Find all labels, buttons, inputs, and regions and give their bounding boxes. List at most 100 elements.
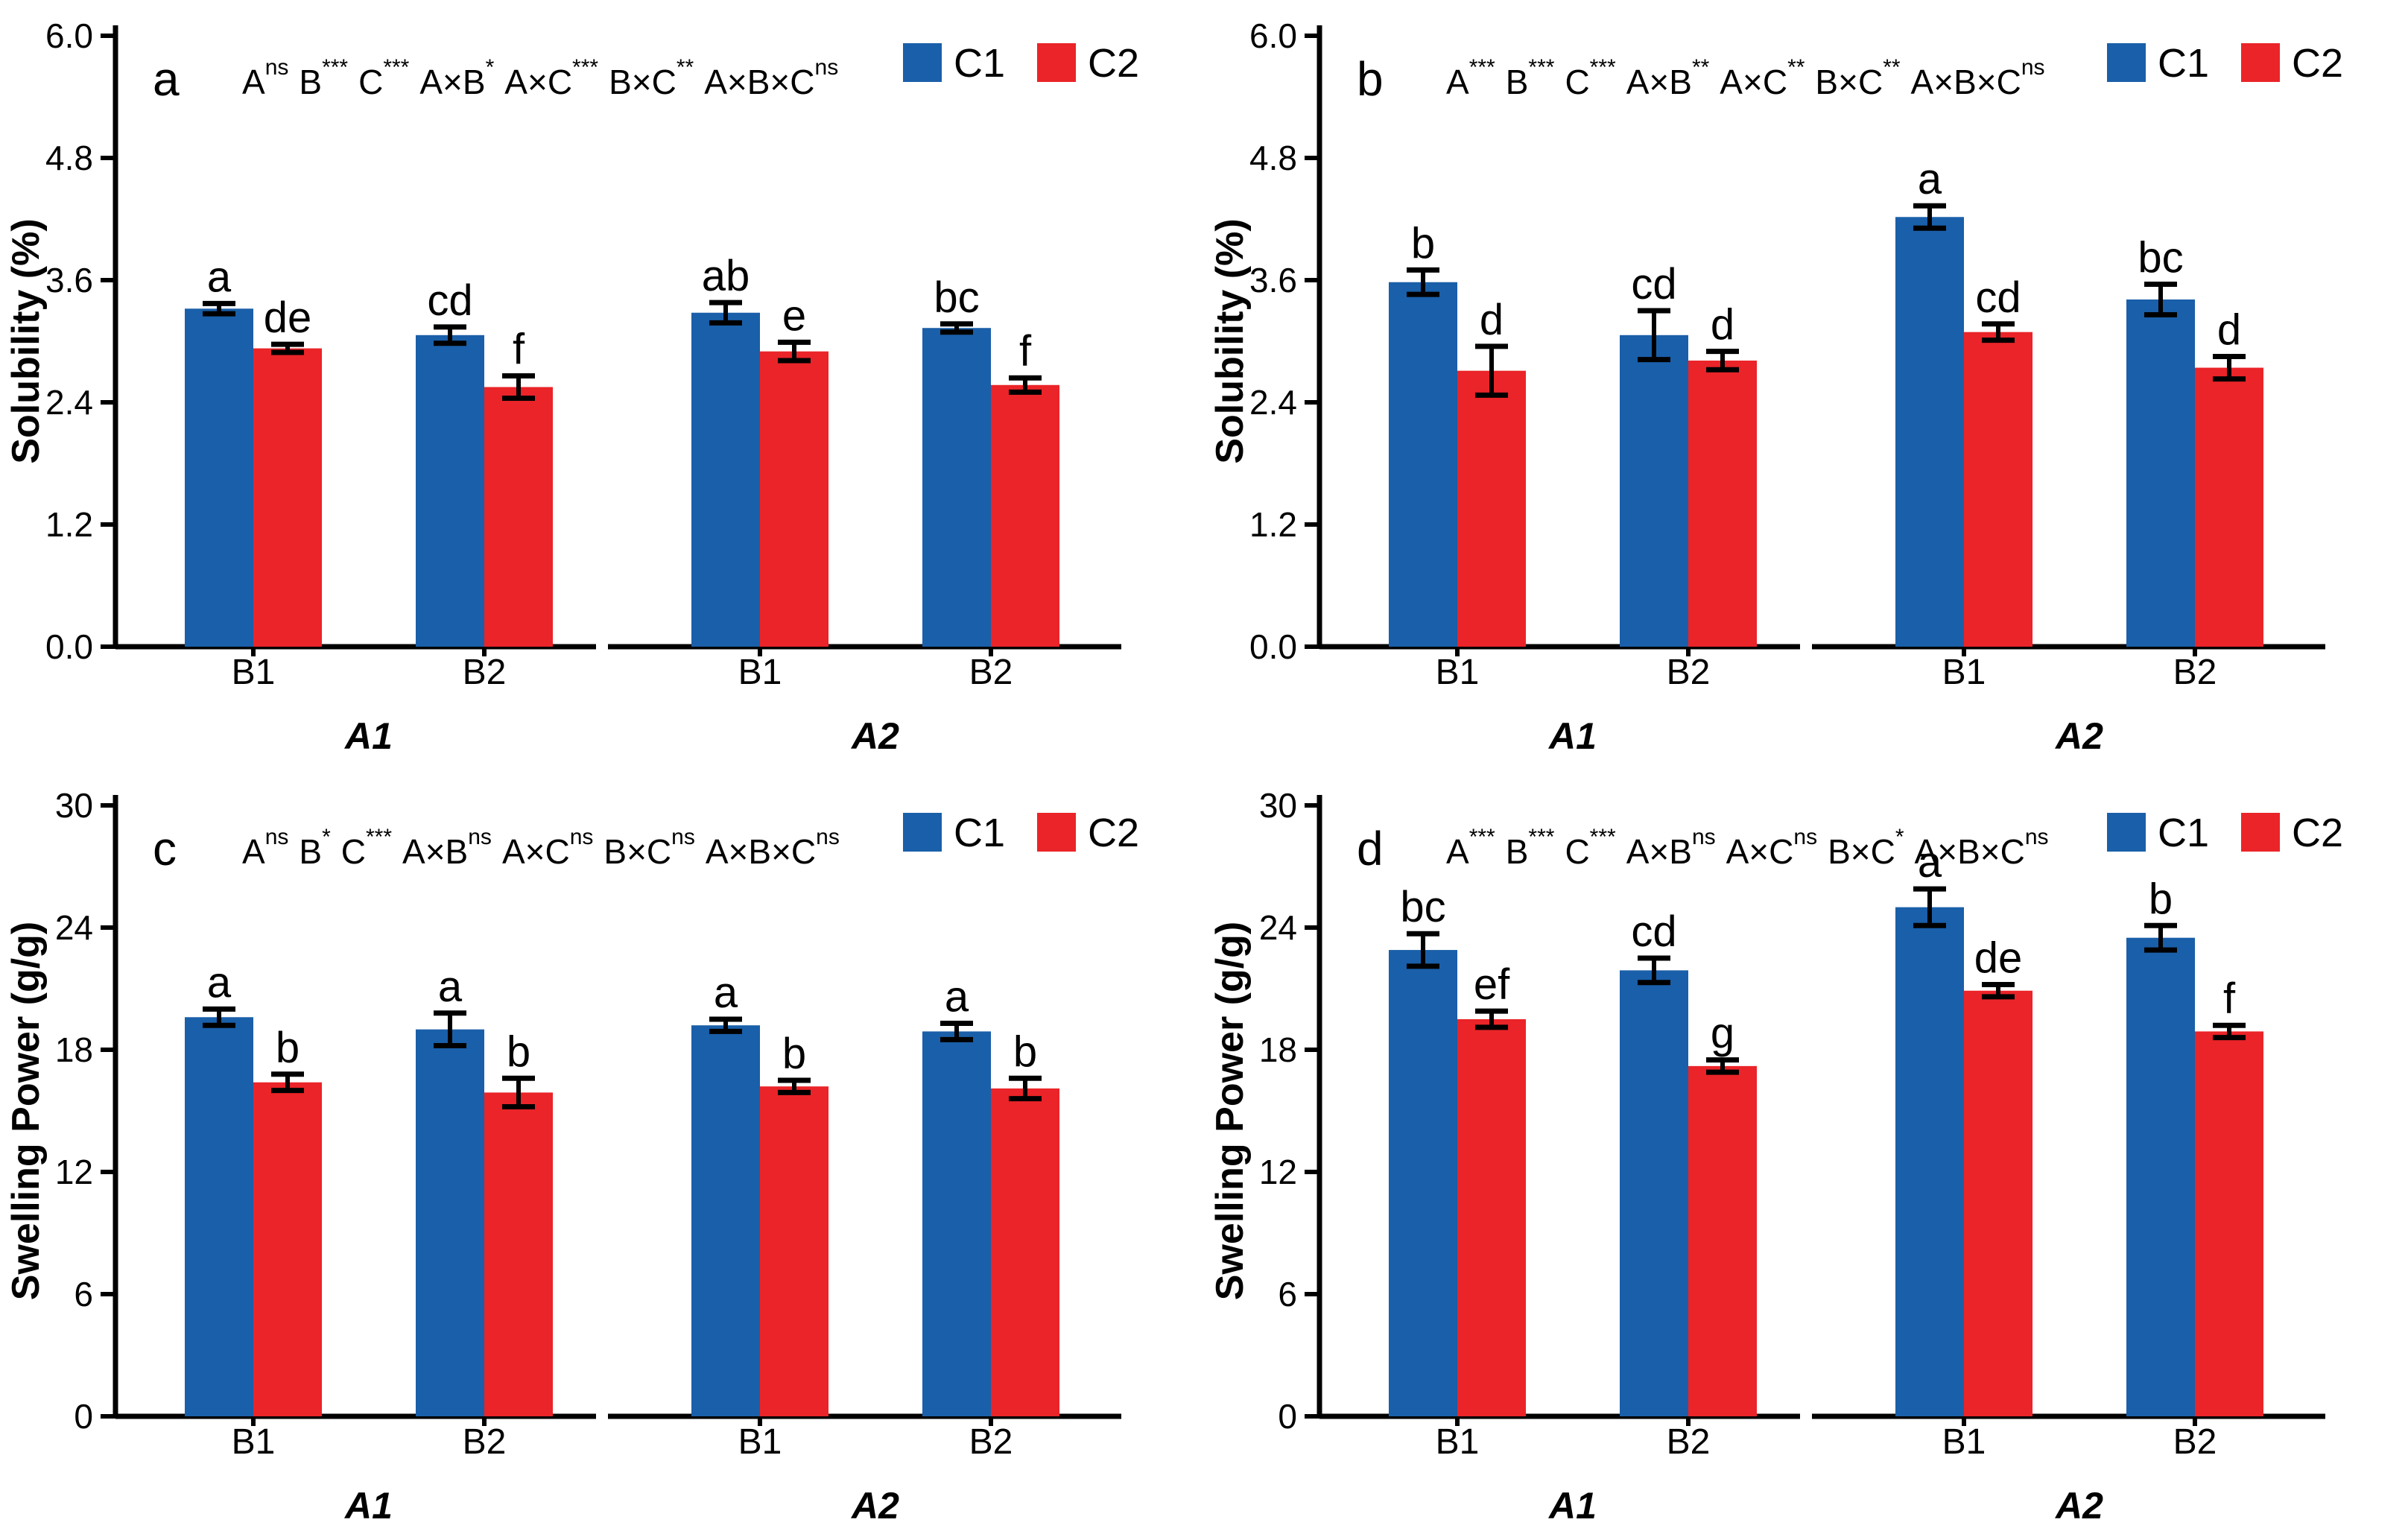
sig-letter: b xyxy=(1013,1027,1037,1076)
y-tick-label: 4.8 xyxy=(1249,139,1297,177)
x-label-b2: B2 xyxy=(1667,1422,1711,1462)
y-tick-label: 6.0 xyxy=(45,16,93,55)
legend-swatch-c1 xyxy=(903,43,942,82)
panel-a: 0.0 1.2 2.4 3.6 4.8 6.0 Solubility (%) a Ans B***… xyxy=(0,0,1204,770)
y-tick-label: 0 xyxy=(74,1397,93,1436)
bar-c2-a1-b1 xyxy=(1457,1019,1526,1416)
sig-letter: de xyxy=(264,294,312,342)
x-label-b1: B1 xyxy=(738,653,782,692)
stats-annotation: Ans B* C*** A×Bns A×Cns B×Cns A×B×Cns xyxy=(242,825,840,871)
sig-letter: a xyxy=(438,963,463,1011)
x-label-b2: B2 xyxy=(969,653,1013,692)
bar-c1-a2-b2 xyxy=(2126,937,2195,1416)
sig-letter: f xyxy=(2223,975,2236,1023)
y-tick-label: 24 xyxy=(1259,908,1297,947)
group-label-a2: A2 xyxy=(2054,1485,2103,1527)
y-tick-label: 0.0 xyxy=(45,627,93,666)
panel-letter: b xyxy=(1357,52,1384,106)
sig-letter: d xyxy=(1711,301,1734,349)
legend-label-c2: C2 xyxy=(1088,811,1139,855)
sig-letter: a xyxy=(1918,155,1942,203)
bar-c1-a2-b1 xyxy=(691,1025,760,1416)
y-tick-label: 3.6 xyxy=(1249,261,1297,300)
sig-letter: b xyxy=(276,1024,300,1072)
group-label-a2: A2 xyxy=(850,1485,899,1527)
y-tick-label: 30 xyxy=(55,786,93,825)
x-label-b2: B2 xyxy=(1667,653,1711,692)
group-label-a2: A2 xyxy=(850,715,899,757)
bar-c1-a1-b1 xyxy=(1389,282,1457,647)
bar-c2-a2-b1 xyxy=(760,351,828,647)
bar-c1-a1-b1 xyxy=(185,1017,253,1416)
panel-c: 0 6 12 18 24 30 Swelling Power (g/g) c Ans B* C***… xyxy=(0,770,1204,1539)
bar-c2-a2-b1 xyxy=(760,1086,828,1416)
bar-c1-a1-b2 xyxy=(1620,335,1688,647)
sig-letter: f xyxy=(1019,327,1032,376)
sig-letter: cd xyxy=(1631,260,1676,308)
panel-letter: c xyxy=(153,822,177,875)
bar-c2-a2-b2 xyxy=(991,1088,1059,1416)
bar-c2-a2-b1 xyxy=(1964,990,2032,1416)
bar-c1-a2-b2 xyxy=(922,1031,991,1416)
bar-c2-a1-b1 xyxy=(1457,370,1526,647)
bar-c2-a1-b2 xyxy=(484,387,553,647)
stats-annotation: A*** B*** C*** A×Bns A×Cns B×C* A×B×Cns xyxy=(1446,825,2049,871)
y-tick-label: 18 xyxy=(55,1030,93,1069)
y-tick-label: 6 xyxy=(74,1275,93,1314)
legend-label-c1: C1 xyxy=(954,41,1005,86)
y-tick-label: 12 xyxy=(55,1153,93,1191)
legend-label-c2: C2 xyxy=(2292,811,2343,855)
x-label-b1: B1 xyxy=(738,1422,782,1462)
group-label-a1: A1 xyxy=(1547,1485,1597,1527)
group-label-a1: A1 xyxy=(343,715,393,757)
legend-label-c2: C2 xyxy=(1088,41,1139,86)
chart-panel-c: 0 6 12 18 24 30 Swelling Power (g/g) c Ans B* C***… xyxy=(4,786,1139,1527)
bar-c1-a2-b1 xyxy=(1895,907,1964,1416)
sig-letter: bc xyxy=(934,273,979,322)
sig-letter: b xyxy=(782,1030,806,1078)
y-tick-label: 6.0 xyxy=(1249,16,1297,55)
sig-letter: a xyxy=(207,253,232,301)
chart-panel-a: 0.0 1.2 2.4 3.6 4.8 6.0 Solubility (%) a Ans B***… xyxy=(4,16,1139,757)
panel-letter: a xyxy=(153,52,180,106)
bar-c2-a1-b2 xyxy=(484,1092,553,1416)
sig-letter: d xyxy=(1480,296,1504,344)
x-label-b2: B2 xyxy=(969,1422,1013,1462)
y-tick-label: 1.2 xyxy=(1249,505,1297,544)
legend-swatch-c1 xyxy=(2107,43,2146,82)
x-label-b2: B2 xyxy=(463,653,507,692)
sig-letter: f xyxy=(513,325,525,373)
group-label-a1: A1 xyxy=(343,1485,393,1527)
bar-c1-a1-b2 xyxy=(416,1029,484,1416)
x-label-b1: B1 xyxy=(1942,653,1986,692)
stats-annotation: Ans B*** C*** A×B* A×C*** B×C** A×B×Cns xyxy=(242,55,838,101)
legend-label-c1: C1 xyxy=(2158,811,2209,855)
bar-c1-a2-b2 xyxy=(922,328,991,647)
bar-c1-a1-b2 xyxy=(416,335,484,647)
sig-letter: bc xyxy=(1400,883,1445,931)
sig-letter: cd xyxy=(427,276,472,325)
y-axis-title: Swelling Power (g/g) xyxy=(4,922,48,1300)
bar-c1-a1-b1 xyxy=(185,308,253,647)
y-tick-label: 2.4 xyxy=(45,383,93,422)
x-label-b1: B1 xyxy=(232,653,276,692)
bar-c2-a1-b1 xyxy=(253,1082,322,1416)
x-label-b1: B1 xyxy=(1436,653,1480,692)
bar-c2-a2-b1 xyxy=(1964,332,2032,647)
sig-letter: b xyxy=(1411,219,1435,267)
bar-c1-a2-b1 xyxy=(1895,217,1964,647)
sig-letter: a xyxy=(714,969,738,1017)
sig-letter: cd xyxy=(1975,273,2021,322)
y-tick-label: 0 xyxy=(1278,1397,1297,1436)
y-tick-label: 12 xyxy=(1259,1153,1297,1191)
sig-letter: bc xyxy=(2138,233,2183,282)
chart-panel-d: 0 6 12 18 24 30 Swelling Power (g/g) d A*** B*** C… xyxy=(1208,786,2343,1527)
sig-letter: b xyxy=(507,1027,530,1076)
legend-label-c1: C1 xyxy=(2158,41,2209,86)
bar-c2-a2-b2 xyxy=(2195,367,2263,647)
sig-letter: de xyxy=(1974,934,2023,983)
legend-label-c2: C2 xyxy=(2292,41,2343,86)
y-axis-title: Swelling Power (g/g) xyxy=(1208,922,1252,1300)
